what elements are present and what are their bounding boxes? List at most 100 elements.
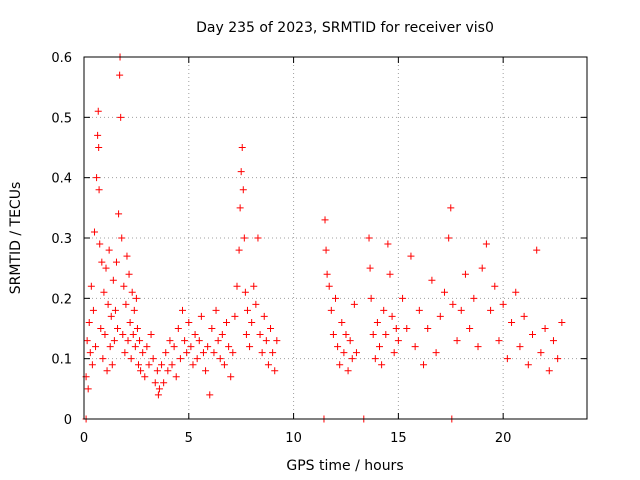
data-point [168,361,176,369]
data-point [99,355,107,363]
data-point [151,379,159,387]
data-point [133,325,141,332]
x-tick-label: 5 [185,431,193,446]
data-point [384,240,392,248]
data-point [466,325,474,332]
data-point [236,204,244,212]
x-axis-label: GPS time / hours [286,458,403,474]
data-point [179,306,187,314]
data-point [365,234,373,242]
data-point [432,349,440,357]
y-tick-label: 0.5 [51,111,72,126]
data-point [183,349,191,357]
data-point [424,325,432,332]
data-point [262,337,270,345]
data-point [117,113,125,121]
data-point [123,252,131,260]
y-tick-label: 0 [64,413,72,428]
x-tick-label: 20 [495,431,512,446]
data-point [520,312,528,320]
data-point [197,312,205,320]
data-point [92,343,100,351]
data-point [100,288,108,296]
data-point [103,367,111,375]
data-point [231,312,239,320]
data-point [166,337,174,345]
data-point [453,337,461,345]
data-point [271,367,279,375]
x-tick-label: 10 [285,431,302,446]
data-point [162,349,170,357]
data-point [237,168,245,176]
data-point [185,318,193,326]
data-point [202,367,210,375]
data-point [499,300,507,308]
data-point [256,331,264,339]
data-point [366,264,374,272]
data-point [115,210,123,218]
data-point [348,355,356,363]
data-point [334,343,342,351]
data-point [105,246,113,254]
data-point [95,186,103,194]
data-point [388,312,396,320]
data-point [125,270,133,278]
data-point [474,343,482,351]
data-point [208,325,216,332]
data-point [176,355,184,363]
data-point [102,264,110,272]
data-point [248,318,256,326]
data-point [369,331,377,339]
data-point [322,246,330,254]
data-point [149,355,157,363]
data-point [129,331,137,339]
data-point [98,258,106,266]
data-point [457,306,465,314]
data-point [86,349,94,357]
data-point [120,282,128,290]
data-point [246,343,254,351]
data-point [436,312,444,320]
data-point [97,325,105,332]
data-point [214,337,222,345]
data-point [141,373,149,381]
plot-frame [83,56,588,420]
data-point [130,306,138,314]
data-point [104,300,112,308]
data-point [107,312,115,320]
x-tick-label: 15 [390,431,407,446]
data-point [440,288,448,296]
data-point [229,349,237,357]
data-point [187,343,195,351]
data-point [323,270,331,278]
data-point [516,343,524,351]
data-point [239,186,247,194]
data-point [367,294,375,302]
data-point [109,276,117,284]
data-point [340,349,348,357]
data-point [537,349,545,357]
data-point [524,361,532,369]
data-point [119,331,127,339]
data-point [227,373,235,381]
data-point [193,355,201,363]
data-point [478,264,486,272]
data-point [204,343,212,351]
data-point [487,306,495,314]
data-point [529,331,537,339]
data-point [445,234,453,242]
data-point [447,204,455,212]
x-tick-label: 0 [80,431,88,446]
data-point [158,361,166,369]
data-point [541,325,549,332]
data-point [132,294,140,302]
data-point [495,337,503,345]
data-point [461,270,469,278]
data-point [87,282,95,290]
data-point [199,349,207,357]
data-point [549,337,557,345]
data-point [131,343,139,351]
y-tick-label: 0.4 [51,172,72,187]
y-tick-label: 0.6 [51,51,72,66]
